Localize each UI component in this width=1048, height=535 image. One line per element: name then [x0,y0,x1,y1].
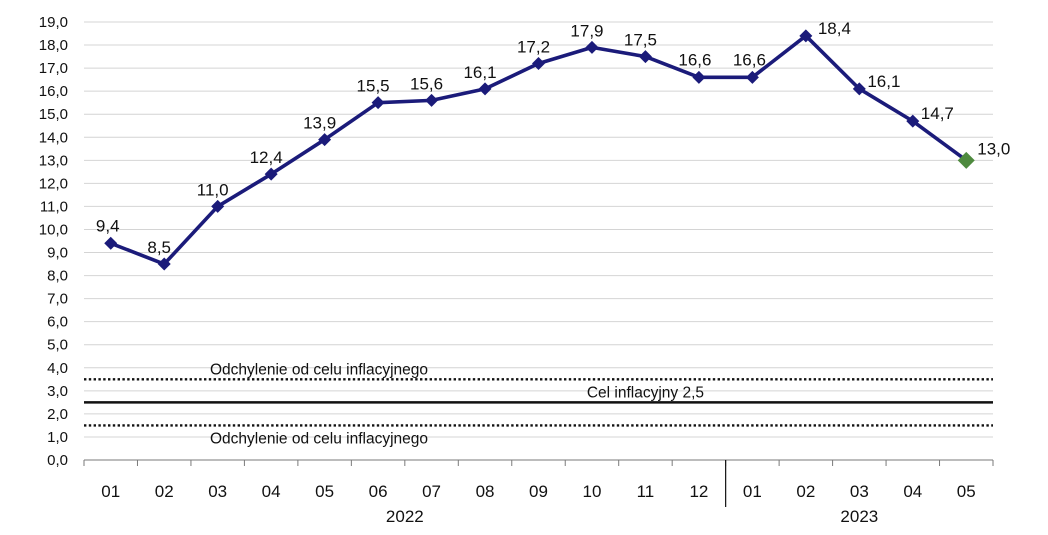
y-tick-label: 8,0 [47,268,68,285]
data-point-marker [745,70,759,84]
data-point-marker [425,93,439,107]
y-tick-label: 15,0 [39,106,68,123]
data-label: 18,4 [818,19,851,38]
data-point-marker [638,50,652,64]
reference-line-label: Odchylenie od celu inflacyjnego [210,430,428,447]
y-tick-label: 7,0 [47,291,68,308]
data-label: 16,6 [733,50,766,69]
y-tick-label: 12,0 [39,175,68,192]
data-point-marker [157,257,171,271]
data-point-marker [104,236,118,250]
y-tick-label: 10,0 [39,221,68,238]
data-label: 15,5 [357,77,390,96]
data-label: 11,0 [197,180,229,199]
y-tick-label: 4,0 [47,360,68,377]
x-tick-label: 05 [957,482,976,501]
data-label: 17,2 [517,37,550,56]
reference-line-label: Odchylenie od celu inflacyjnego [210,361,428,378]
y-axis: 0,0 1,0 2,0 3,0 4,0 5,0 6,0 7,0 8,0 9,0 10,0 11,0 12… [39,14,68,469]
y-tick-label: 16,0 [39,83,68,100]
y-tick-label: 3,0 [47,383,68,400]
year-label: 2022 [386,507,424,526]
y-tick-label: 13,0 [39,152,68,169]
x-tick-label: 08 [476,482,495,501]
data-label: 8,5 [147,238,171,257]
x-tick-label: 10 [583,482,602,501]
data-point-marker [692,70,706,84]
data-label: 17,5 [624,31,657,50]
data-point-marker [371,96,385,110]
data-label: 14,7 [921,104,954,123]
x-tick-label: 01 [743,482,762,501]
x-tick-label: 03 [850,482,869,501]
y-tick-label: 17,0 [39,60,68,77]
data-label: 13,9 [303,114,336,133]
data-label: 16,6 [678,50,711,69]
data-label: 9,4 [96,216,120,235]
data-point-marker [478,82,492,96]
data-point-marker [799,29,813,43]
data-point-marker [211,199,225,213]
year-label: 2023 [840,507,878,526]
y-tick-label: 2,0 [47,406,68,423]
x-tick-label: 09 [529,482,548,501]
data-label: 12,4 [250,148,283,167]
x-tick-label: 02 [155,482,174,501]
reference-lines: Odchylenie od celu inflacyjnego Cel infla… [84,361,993,447]
data-label: 16,1 [463,63,496,82]
data-point-marker [264,167,278,181]
y-tick-label: 14,0 [39,129,68,146]
x-tick-label: 03 [208,482,227,501]
x-tick-label: 05 [315,482,334,501]
reference-line-label: Cel inflacyjny 2,5 [587,384,704,401]
data-point-marker [906,114,920,128]
data-label: 15,6 [410,74,443,93]
data-label: 13,0 [977,139,1010,158]
x-tick-label: 06 [369,482,388,501]
x-tick-label: 07 [422,482,441,501]
data-label: 17,9 [570,21,603,40]
y-tick-label: 18,0 [39,37,68,54]
y-tick-label: 19,0 [39,14,68,31]
data-point-marker [532,56,545,70]
y-tick-label: 1,0 [47,429,68,446]
x-tick-label: 04 [903,482,922,501]
x-tick-label: 04 [262,482,281,501]
x-tick-label: 02 [796,482,815,501]
y-tick-label: 9,0 [47,245,68,262]
data-label: 16,1 [867,72,900,91]
data-point-marker [957,151,975,169]
data-point-marker [852,82,866,96]
x-tick-label: 01 [101,482,120,501]
y-tick-label: 6,0 [47,314,68,331]
y-tick-label: 11,0 [40,198,68,215]
data-point-marker [318,133,332,147]
y-tick-label: 0,0 [47,452,68,469]
data-point-marker [585,40,599,54]
y-tick-label: 5,0 [47,337,68,354]
x-tick-label: 11 [637,482,655,501]
data-series [104,29,975,271]
x-tick-label: 12 [689,482,708,501]
data-labels: 9,4 8,5 11,0 12,4 13,9 15,5 15,6 16,1 17,2 17,9 17… [96,19,1010,257]
x-axis: 01 02 03 04 05 06 07 08 09 10 11 12 01 02 03 04 05 2022 20… [83,459,994,526]
